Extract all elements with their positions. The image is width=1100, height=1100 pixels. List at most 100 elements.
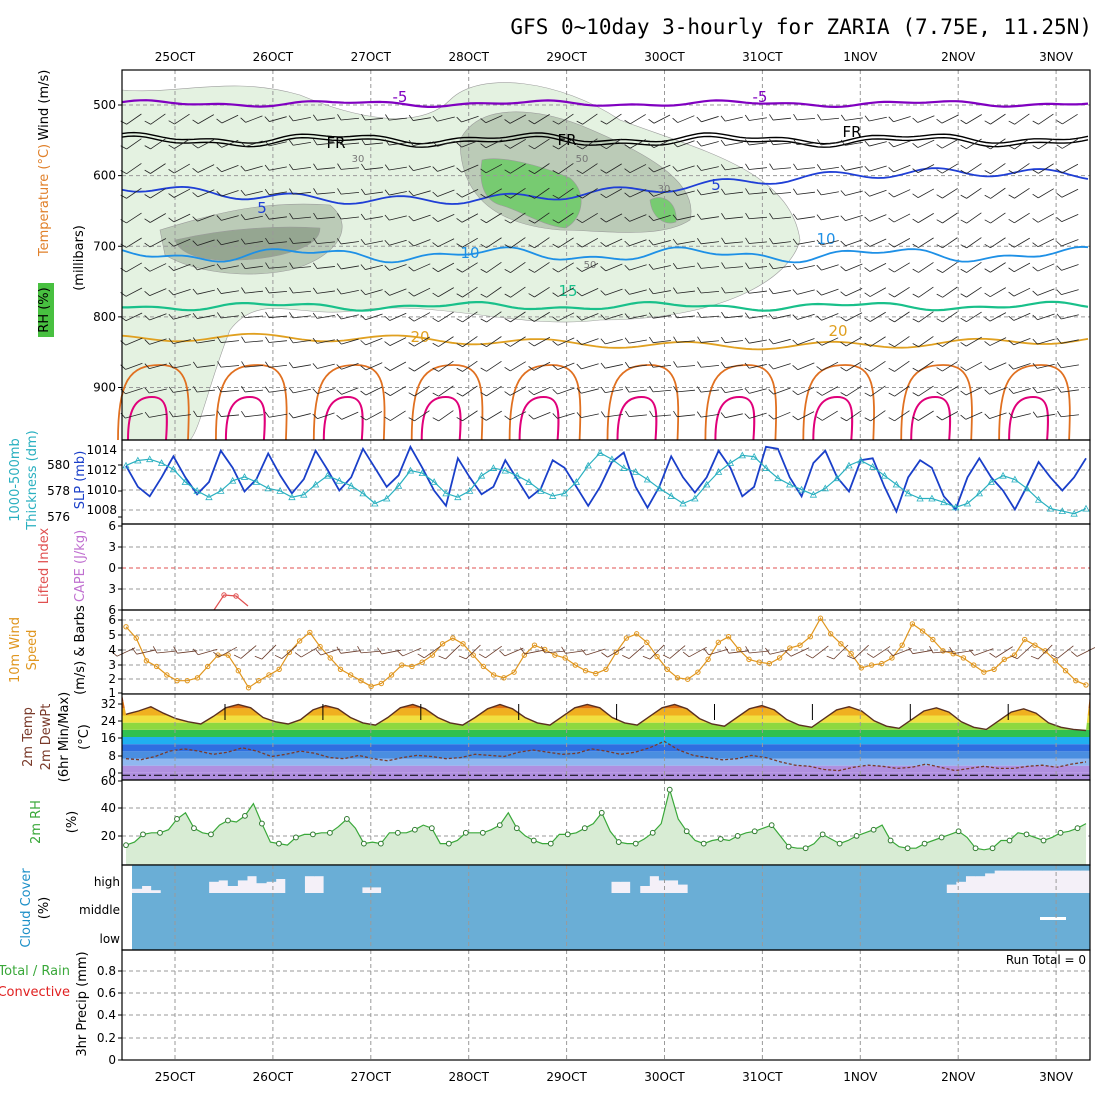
barb-flag: [768, 263, 774, 269]
wind-barb: [192, 139, 215, 149]
thickness-marker: [454, 493, 462, 501]
wind-barb: [576, 113, 598, 125]
cloud-high-bar: [1070, 865, 1081, 871]
barb-shaft: [317, 339, 335, 344]
barb-shaft: [773, 265, 791, 270]
barb-flag: [336, 414, 343, 420]
barb-flag: [968, 649, 975, 656]
wind-barb: [769, 114, 791, 121]
wind-barb: [744, 412, 767, 419]
barb-flag: [265, 287, 270, 294]
wind-barb: [528, 187, 550, 199]
wind-barb: [648, 239, 671, 246]
bottom-date-label: 3NOV: [1039, 1070, 1074, 1084]
barb-shaft: [486, 286, 502, 298]
wind-barb: [480, 212, 502, 224]
barb-shaft: [918, 410, 934, 421]
barb-shaft: [510, 311, 526, 323]
temperature-band: [122, 751, 1090, 759]
wind-barb: [1056, 289, 1079, 296]
wind-barb: [912, 410, 934, 421]
barb-flag: [241, 287, 246, 294]
thickness-marker: [892, 480, 901, 488]
barb-shaft: [341, 314, 359, 320]
barb-shaft: [893, 140, 911, 148]
barb-shaft: [605, 364, 623, 369]
wind10m-barb: [989, 646, 1013, 658]
barb-shaft: [942, 261, 958, 273]
barb-shaft: [317, 241, 335, 244]
wind-barb: [720, 139, 743, 146]
barb-shaft: [582, 213, 598, 223]
wind-barb: [432, 165, 455, 172]
wind-barb: [912, 237, 934, 248]
barb-shaft: [605, 338, 623, 345]
wind-barb: [1032, 363, 1055, 369]
barb-shaft: [653, 164, 671, 173]
barb-flag: [960, 293, 967, 298]
barb-shaft: [126, 187, 142, 199]
wind-barb: [241, 410, 263, 418]
wind-barb: [1056, 188, 1079, 198]
wind-barb: [817, 139, 839, 146]
barb-shaft: [990, 187, 1006, 199]
barb-shaft: [361, 650, 382, 654]
barb-shaft: [221, 114, 239, 124]
wind-barb: [552, 113, 574, 125]
panel-frame: [121, 949, 1091, 1061]
barb-shaft: [942, 336, 958, 347]
wind-barb: [240, 115, 263, 123]
barb-shaft: [281, 645, 298, 659]
barb-shaft: [869, 165, 887, 172]
barb-shaft: [510, 286, 526, 298]
barb-flag: [769, 188, 774, 195]
cloud-high-bar: [304, 865, 315, 877]
wind-barb: [192, 312, 215, 319]
cloud-high-bar: [687, 865, 698, 893]
wind-barb: [1056, 138, 1078, 149]
barb-flag: [313, 138, 318, 146]
panel-frame: [121, 439, 1091, 525]
barb-flag: [552, 194, 559, 199]
barb-flag: [168, 144, 175, 149]
rh-marker: [479, 829, 486, 836]
barb-flag: [600, 169, 607, 174]
wind-barb: [408, 214, 431, 222]
wind-barb: [1008, 363, 1031, 370]
barb-flag: [552, 364, 558, 370]
barb-shaft: [989, 362, 1007, 371]
wind-barb: [816, 164, 839, 171]
cloud-high-bar: [936, 865, 947, 893]
wind-barb: [1008, 163, 1030, 175]
wind-barb: [168, 163, 190, 174]
wind-barb: [984, 113, 1006, 125]
barb-flag: [504, 144, 511, 149]
side-label: (%): [37, 897, 52, 920]
barb-shaft: [1013, 287, 1031, 297]
barb-shaft: [269, 241, 287, 245]
wind-barb: [168, 213, 191, 223]
barb-shaft: [748, 216, 768, 220]
barb-flag: [600, 314, 606, 320]
wind-barb: [264, 116, 287, 122]
cloud-high-bar: [553, 865, 564, 893]
wind-speed-marker: [685, 676, 691, 682]
barb-flag: [817, 114, 822, 121]
barb-shaft: [221, 290, 239, 294]
cloud-high-bar: [927, 865, 938, 893]
barb-flag: [576, 120, 583, 125]
barb-flag: [697, 287, 702, 294]
wind-barb: [552, 138, 574, 150]
thickness-marker: [608, 455, 616, 463]
barb-shaft: [749, 167, 767, 170]
barb-shaft: [653, 315, 671, 319]
barb-flag: [288, 337, 294, 344]
wind-barb: [1032, 387, 1055, 394]
barb-shaft: [125, 312, 143, 322]
barb-flag: [1032, 387, 1038, 394]
wind-speed-marker: [450, 635, 456, 641]
barb-flag: [289, 237, 294, 244]
y-tick-label: 0.6: [97, 986, 116, 1000]
wind-barb: [696, 213, 719, 220]
barb-flag: [864, 216, 870, 222]
